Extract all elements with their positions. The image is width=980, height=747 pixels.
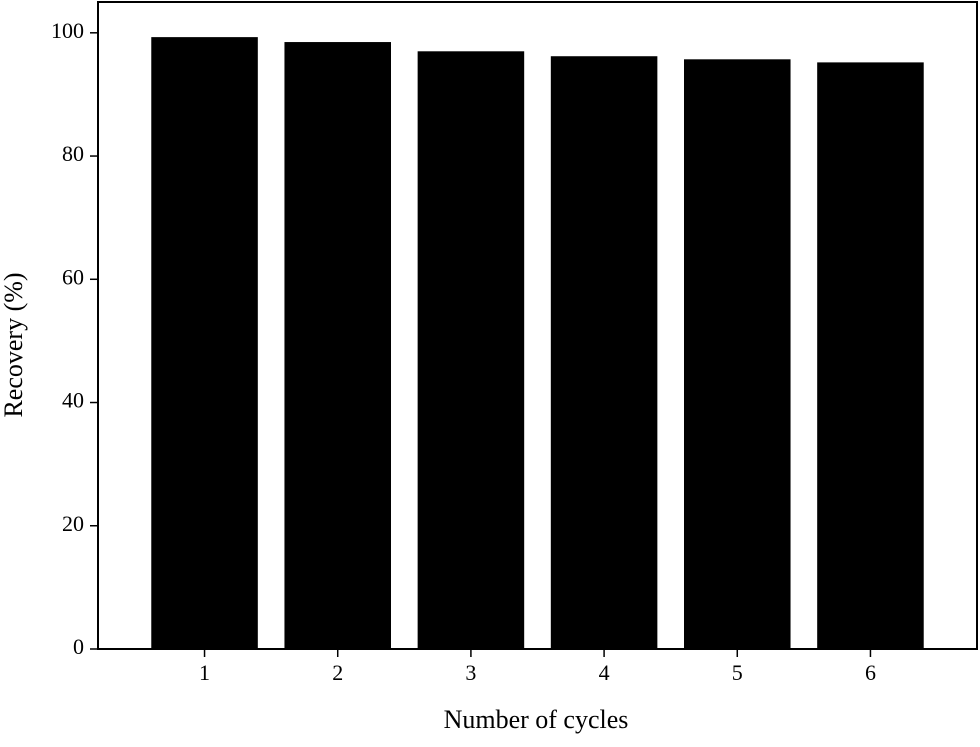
bar xyxy=(151,37,258,649)
y-tick-label: 100 xyxy=(51,18,84,43)
plot-frame xyxy=(97,1,978,650)
y-tick-label: 0 xyxy=(73,634,84,659)
y-tick-label: 20 xyxy=(62,511,84,536)
bar xyxy=(417,51,525,650)
bar xyxy=(550,56,658,650)
y-tick-label: 60 xyxy=(62,264,84,289)
x-tick-label: 3 xyxy=(465,660,476,685)
bar xyxy=(817,62,924,650)
bar xyxy=(684,59,791,649)
x-tick-label: 2 xyxy=(332,660,343,685)
x-tick-label: 5 xyxy=(732,660,743,685)
y-tick-label: 40 xyxy=(62,388,84,413)
y-axis-label: Recovery (%) xyxy=(0,272,28,417)
x-tick-label: 4 xyxy=(599,660,610,685)
x-axis-label: Number of cycles xyxy=(444,705,629,734)
x-tick-label: 6 xyxy=(865,660,876,685)
bar xyxy=(284,42,391,650)
y-tick-label: 80 xyxy=(62,141,84,166)
x-tick-label: 1 xyxy=(199,660,210,685)
